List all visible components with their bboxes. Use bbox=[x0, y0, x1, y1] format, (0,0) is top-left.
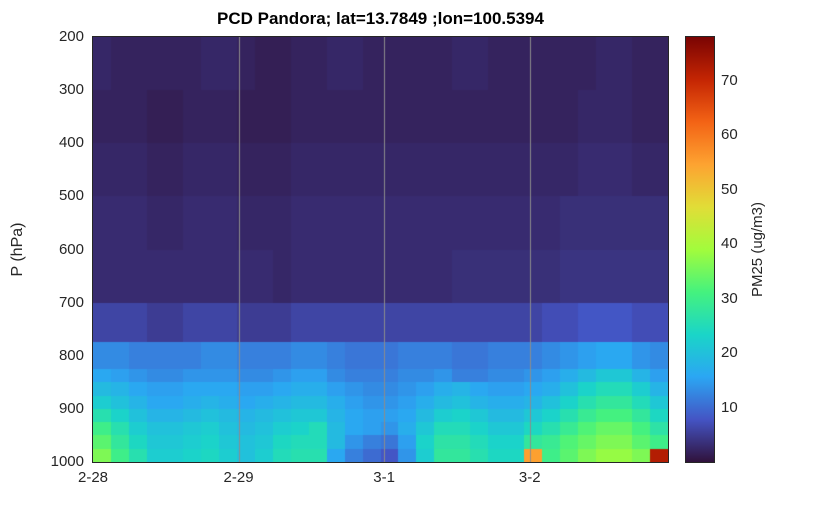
colorbar-tick-label: 50 bbox=[721, 180, 738, 198]
y-tick-label: 500 bbox=[58, 187, 84, 205]
x-tick-label: 3-1 bbox=[373, 469, 395, 486]
x-tick-label: 2-28 bbox=[77, 469, 109, 486]
colorbar bbox=[685, 36, 715, 463]
colorbar-tick-label: 30 bbox=[721, 289, 738, 307]
y-tick-label: 900 bbox=[58, 399, 84, 417]
y-tick-label: 600 bbox=[58, 240, 84, 258]
y-tick-label: 400 bbox=[58, 134, 84, 152]
colorbar-tick-label: 20 bbox=[721, 344, 738, 362]
colorbar-label: PM25 (ug/m3) bbox=[749, 201, 766, 298]
colorbar-tick-label: 70 bbox=[721, 71, 738, 89]
x-tick-label: 3-2 bbox=[518, 469, 541, 486]
colorbar-tick-label: 40 bbox=[721, 235, 738, 253]
colorbar-tick-label: 60 bbox=[721, 126, 738, 144]
y-tick-label: 300 bbox=[58, 81, 84, 99]
y-tick-label: 800 bbox=[58, 346, 84, 364]
y-tick-label: 200 bbox=[58, 28, 84, 45]
colorbar-tick-label: 10 bbox=[721, 398, 738, 416]
y-tick-label: 1000 bbox=[50, 453, 84, 470]
x-tick-label: 2-29 bbox=[223, 469, 254, 486]
plot-area bbox=[92, 36, 669, 463]
heatmap-canvas bbox=[93, 37, 668, 462]
chart-title: PCD Pandora; lat=13.7849 ;lon=100.5394 bbox=[217, 9, 544, 28]
y-tick-label: 700 bbox=[58, 293, 84, 311]
